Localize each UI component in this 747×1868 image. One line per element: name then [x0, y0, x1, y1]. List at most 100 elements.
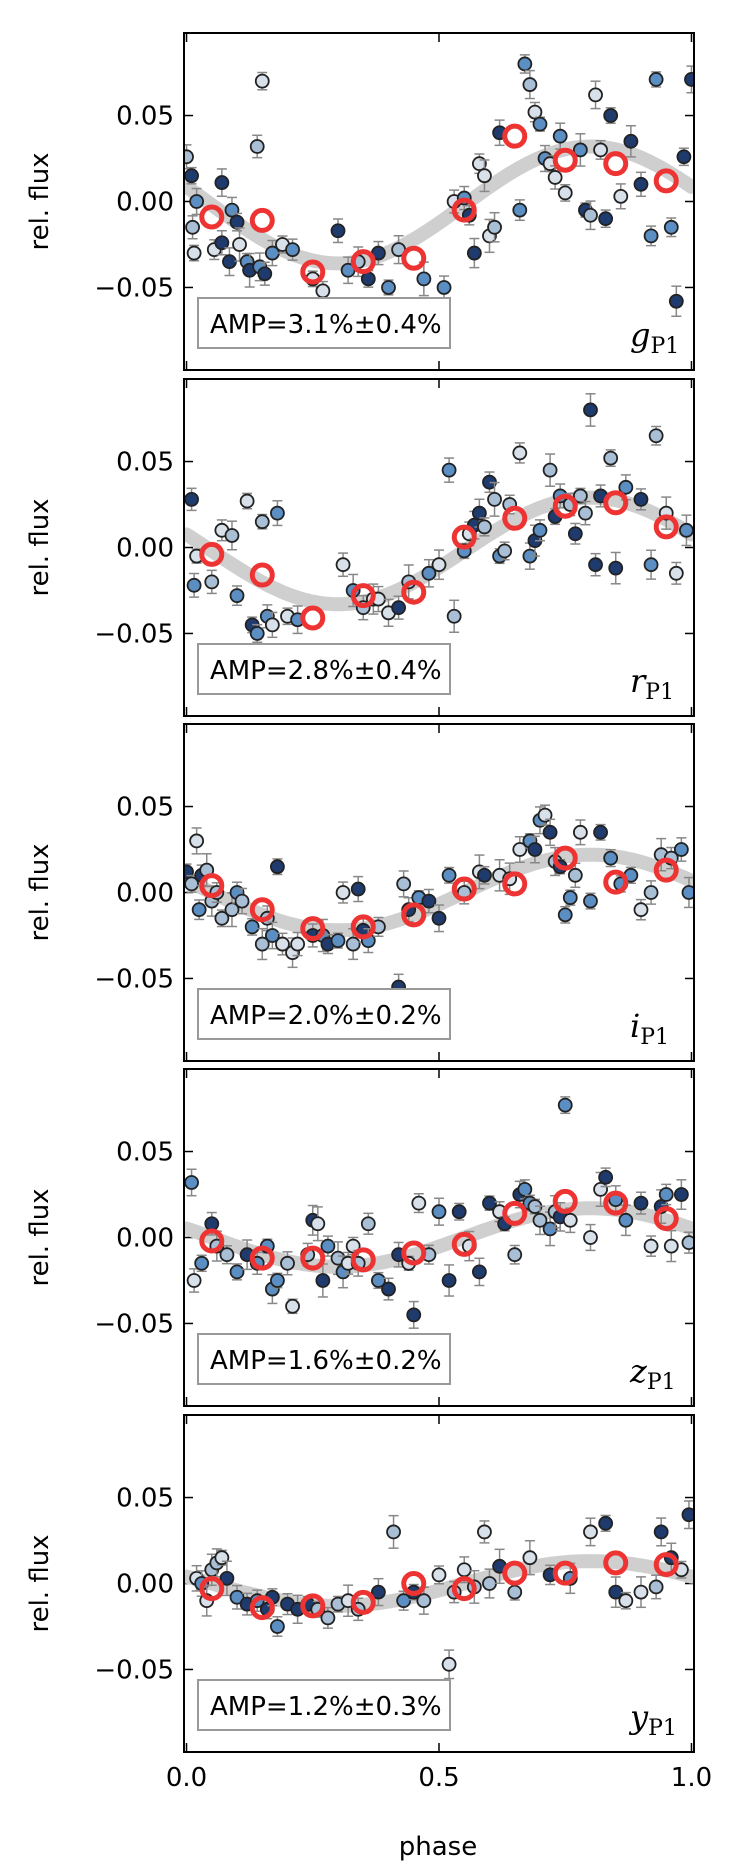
y-axis-label: rel. flux — [25, 1188, 55, 1286]
point-marker — [431, 557, 447, 573]
data-point — [603, 848, 619, 868]
x-tick-label: 0.0 — [166, 1763, 207, 1793]
data-point — [527, 101, 543, 123]
data-point — [222, 247, 237, 277]
y-tick-label: −0.05 — [94, 964, 174, 994]
binned-point — [199, 1576, 225, 1602]
point-marker — [477, 867, 492, 883]
data-layer — [185, 1096, 693, 1329]
data-point — [232, 227, 247, 262]
point-marker — [232, 237, 247, 252]
data-point — [633, 1191, 649, 1215]
panel-y: 0.05 0.00 −0.05 0.0 0.5 1.0 rel. flux AMP=1.2%±… — [25, 1414, 712, 1793]
binned-point — [300, 1245, 326, 1271]
point-marker — [608, 560, 624, 576]
point-marker — [270, 1619, 285, 1634]
binned-point — [199, 1228, 225, 1254]
binned-point — [249, 207, 275, 233]
data-point — [673, 837, 689, 862]
data-point — [234, 887, 250, 915]
point-marker — [185, 876, 199, 892]
point-marker — [229, 588, 245, 604]
data-point — [492, 858, 507, 892]
data-point — [330, 218, 346, 244]
data-point — [676, 147, 692, 167]
y-axis-label: rel. flux — [25, 498, 55, 596]
binned-point — [502, 1560, 528, 1586]
data-point — [583, 1517, 598, 1547]
y-tick-label: 0.00 — [116, 879, 174, 909]
point-marker — [204, 574, 220, 590]
data-point — [451, 1202, 467, 1221]
data-point — [320, 1606, 336, 1629]
data-point — [431, 1565, 447, 1585]
point-marker — [471, 1264, 487, 1280]
point-marker — [320, 1238, 336, 1254]
point-marker — [578, 505, 593, 521]
y-axis-label: rel. flux — [25, 1534, 55, 1632]
data-point — [431, 1197, 447, 1226]
point-marker — [547, 170, 563, 185]
data-point — [191, 899, 207, 921]
binned-point — [502, 123, 528, 149]
data-point — [264, 611, 280, 639]
y-axis-label: rel. flux — [25, 843, 55, 941]
point-marker — [244, 919, 260, 935]
point-marker — [264, 928, 280, 943]
data-point — [185, 166, 199, 185]
point-marker — [618, 479, 634, 495]
point-marker — [542, 462, 558, 478]
point-marker — [668, 565, 684, 581]
y-tick-label: −0.05 — [94, 1309, 174, 1339]
data-point — [583, 200, 598, 231]
binned-point — [401, 902, 427, 928]
point-marker — [391, 600, 407, 616]
data-point — [643, 549, 659, 580]
data-point — [567, 862, 583, 889]
amp-box: AMP=1.6%±0.2% — [197, 1333, 451, 1385]
panel-i: 0.05 0.00 −0.05 rel. flux AMP=2.0%±0.2% iP1 — [25, 723, 695, 1062]
data-point — [254, 71, 270, 91]
data-point — [350, 875, 366, 903]
point-marker — [681, 885, 693, 900]
binned-point — [451, 197, 477, 223]
point-marker — [633, 1195, 649, 1211]
point-marker — [191, 902, 207, 918]
data-point — [567, 522, 583, 545]
band-subscript: P1 — [647, 1370, 676, 1395]
binned-point — [401, 1240, 427, 1266]
data-point — [396, 1590, 412, 1611]
binned-point — [249, 897, 275, 923]
point-marker — [431, 1204, 447, 1220]
point-marker — [512, 202, 528, 218]
band-letter: r — [630, 662, 647, 700]
data-point — [633, 898, 649, 921]
point-marker — [189, 833, 205, 849]
amp-box-frame — [197, 988, 451, 1040]
data-point — [532, 519, 548, 542]
data-point — [603, 449, 619, 468]
binned-point — [451, 1231, 477, 1257]
binned-point — [502, 1200, 528, 1226]
amp-box: AMP=2.0%±0.2% — [197, 988, 451, 1040]
point-marker — [673, 1187, 689, 1202]
data-point — [204, 1211, 220, 1236]
point-marker — [270, 859, 285, 875]
y-tick-label: 0.05 — [116, 102, 174, 132]
data-point — [583, 1223, 598, 1252]
amp-box: AMP=2.8%±0.4% — [197, 643, 451, 695]
point-marker — [583, 1230, 598, 1245]
data-point — [598, 209, 614, 229]
data-layer — [185, 804, 693, 1001]
point-marker — [229, 214, 245, 230]
point-marker — [396, 1593, 412, 1609]
point-marker — [406, 1307, 422, 1323]
data-point — [673, 1179, 689, 1210]
data-point — [421, 558, 437, 588]
band-label: zP1 — [629, 1352, 676, 1395]
point-marker — [603, 450, 619, 466]
data-point — [572, 487, 588, 505]
binned-point — [653, 168, 679, 194]
point-marker — [681, 1235, 693, 1251]
binned-point — [401, 1571, 427, 1596]
